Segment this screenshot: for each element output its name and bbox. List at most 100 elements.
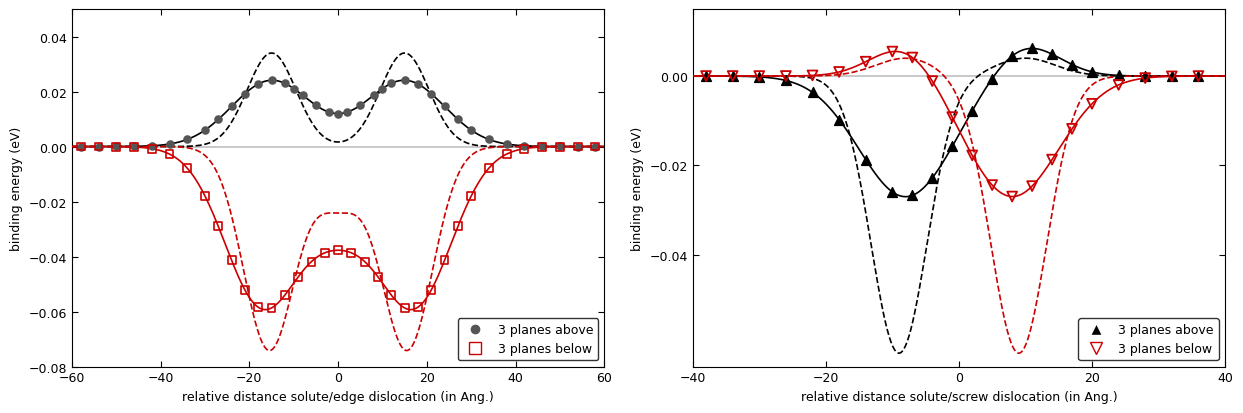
Point [722,74,742,80]
Point [922,175,942,182]
Point [532,145,552,151]
Point [288,274,308,280]
Point [1042,52,1062,58]
Point [549,144,569,150]
Point [883,49,902,56]
Point [178,137,198,143]
Point [275,81,295,88]
Point [1022,183,1042,190]
Point [249,304,268,311]
Point [319,109,339,116]
Point [829,117,849,123]
Point [1135,74,1155,80]
Point [209,117,229,123]
X-axis label: relative distance solute/screw dislocation (in Ang.): relative distance solute/screw dislocati… [800,390,1117,403]
Point [368,274,388,280]
Point [382,292,401,299]
Point [221,257,241,264]
Point [447,223,467,230]
Point [1135,76,1155,82]
Point [1109,73,1129,80]
Point [364,93,384,99]
Point [283,86,303,93]
Point [515,146,534,152]
Point [532,144,552,150]
Point [249,81,268,88]
Point [1022,46,1042,52]
Point [962,153,982,159]
Y-axis label: binding energy (eV): binding energy (eV) [10,126,24,250]
Point [421,287,441,294]
Point [261,305,281,311]
Point [435,257,455,264]
Point [696,74,716,80]
Point [342,250,362,256]
Point [585,144,605,150]
Point [497,141,517,148]
Point [722,74,742,80]
Point [829,69,849,76]
Point [515,143,534,150]
Point [373,86,393,93]
Point [776,78,796,85]
Point [124,145,144,151]
Point [314,250,334,256]
X-axis label: relative distance solute/edge dislocation (in Ang.): relative distance solute/edge dislocatio… [183,390,493,403]
Point [159,152,179,158]
Point [962,108,982,115]
Point [461,128,481,134]
Point [71,144,91,150]
Legend: 3 planes above, 3 planes below: 3 planes above, 3 planes below [1079,318,1219,361]
Legend: 3 planes above, 3 planes below: 3 planes above, 3 planes below [457,318,598,361]
Point [302,259,322,265]
Point [479,166,498,172]
Point [435,104,455,111]
Point [1162,74,1182,81]
Point [354,259,374,265]
Point [88,144,108,150]
Point [306,103,326,109]
Point [696,74,716,80]
Point [902,55,922,62]
Point [1002,54,1022,60]
Point [750,74,769,81]
Point [235,287,255,294]
Point [71,144,91,150]
Point [395,305,415,311]
Point [1188,74,1208,80]
Y-axis label: binding energy (eV): binding energy (eV) [631,126,644,250]
Point [568,144,588,150]
Point [1188,74,1208,80]
Point [1083,101,1103,108]
Point [883,189,902,196]
Point [1162,74,1182,80]
Point [942,144,962,150]
Point [776,74,796,80]
Point [922,78,942,85]
Point [292,93,312,99]
Point [421,91,441,98]
Point [382,81,401,88]
Point [855,59,875,66]
Point [142,146,162,152]
Point [1083,69,1103,76]
Point [982,182,1002,189]
Point [1109,82,1129,89]
Point [1002,194,1022,200]
Point [982,76,1002,83]
Point [750,74,769,80]
Point [107,144,127,150]
Point [178,166,198,172]
Point [195,193,215,200]
Point [447,117,467,123]
Point [395,78,415,84]
Point [479,137,498,143]
Point [568,144,588,150]
Point [124,144,144,150]
Point [235,91,255,98]
Point [497,152,517,158]
Point [142,143,162,150]
Point [1062,126,1081,133]
Point [549,144,569,151]
Point [209,223,229,230]
